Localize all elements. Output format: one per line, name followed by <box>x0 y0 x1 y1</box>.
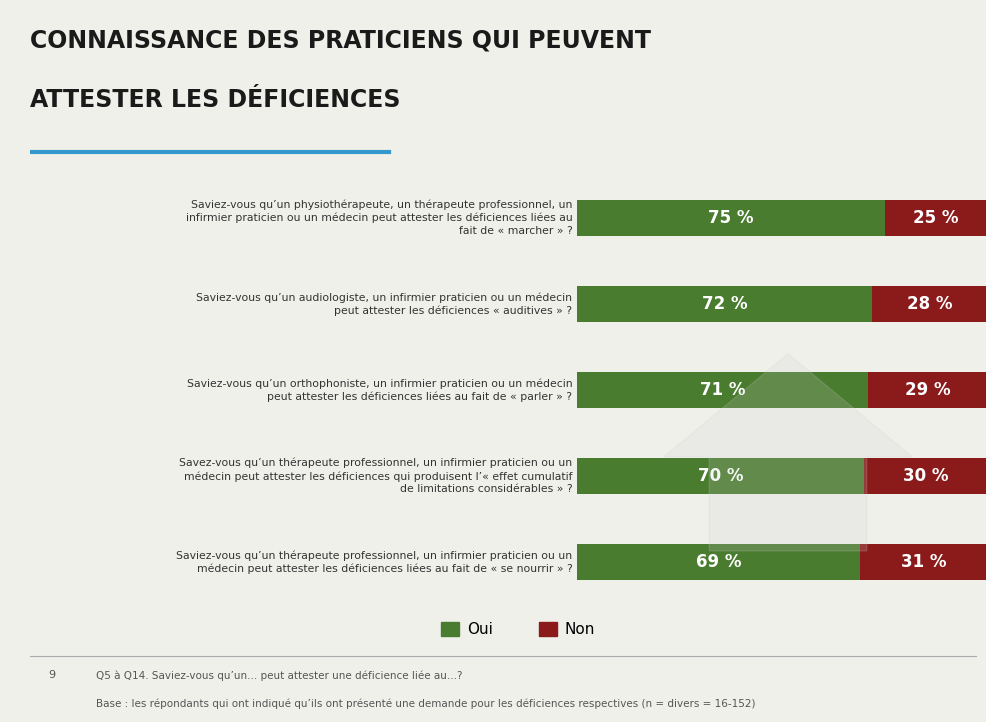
Text: 30 %: 30 % <box>902 467 948 485</box>
Text: Savez-vous qu’un thérapeute professionnel, un infirmier praticien ou un
médecin : Savez-vous qu’un thérapeute professionne… <box>179 458 572 494</box>
Legend: Oui, Non: Oui, Non <box>435 617 600 643</box>
Text: Base : les répondants qui ont indiqué qu’ils ont présenté une demande pour les d: Base : les répondants qui ont indiqué qu… <box>96 699 754 710</box>
Bar <box>577 544 859 580</box>
Bar <box>872 286 986 322</box>
Text: 72 %: 72 % <box>701 295 747 313</box>
Text: 29 %: 29 % <box>904 381 950 399</box>
Text: Saviez-vous qu’un orthophoniste, un infirmier praticien ou un médecin
peut attes: Saviez-vous qu’un orthophoniste, un infi… <box>186 378 572 401</box>
Bar <box>577 286 872 322</box>
Text: Saviez-vous qu’un audiologiste, un infirmier praticien ou un médecin
peut attest: Saviez-vous qu’un audiologiste, un infir… <box>196 292 572 316</box>
Bar <box>577 458 863 494</box>
Bar <box>883 199 986 236</box>
Text: 71 %: 71 % <box>699 381 744 399</box>
Bar <box>863 458 986 494</box>
Text: CONNAISSANCE DES PRATICIENS QUI PEUVENT: CONNAISSANCE DES PRATICIENS QUI PEUVENT <box>30 28 650 53</box>
Bar <box>577 199 883 236</box>
Text: Q5 à Q14. Saviez-vous qu’un... peut attester une déficience liée au...?: Q5 à Q14. Saviez-vous qu’un... peut atte… <box>96 670 462 681</box>
Text: 75 %: 75 % <box>708 209 753 227</box>
Text: ATTESTER LES DÉFICIENCES: ATTESTER LES DÉFICIENCES <box>30 87 399 111</box>
Text: Saviez-vous qu’un physiothérapeute, un thérapeute professionnel, un
infirmier pr: Saviez-vous qu’un physiothérapeute, un t… <box>185 200 572 235</box>
Text: Saviez-vous qu’un thérapeute professionnel, un infirmier praticien ou un
médecin: Saviez-vous qu’un thérapeute professionn… <box>176 550 572 574</box>
Text: 28 %: 28 % <box>906 295 951 313</box>
Text: 31 %: 31 % <box>900 553 946 571</box>
Text: 69 %: 69 % <box>695 553 740 571</box>
Bar <box>868 372 986 408</box>
Text: 25 %: 25 % <box>912 209 957 227</box>
Bar <box>577 372 868 408</box>
Text: 9: 9 <box>48 670 55 680</box>
Bar <box>859 544 986 580</box>
FancyArrow shape <box>663 354 911 551</box>
Text: 70 %: 70 % <box>697 467 742 485</box>
